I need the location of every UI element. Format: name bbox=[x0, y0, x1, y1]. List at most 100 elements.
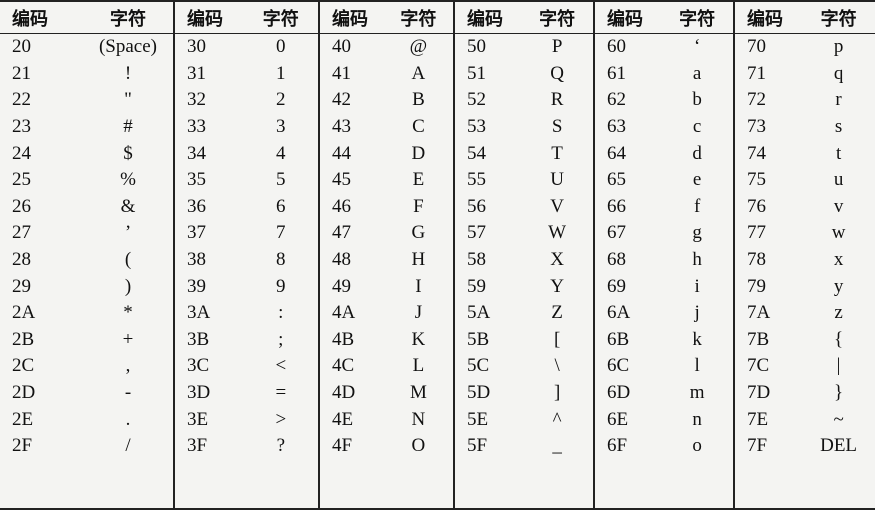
table-row: 5C \ bbox=[455, 353, 593, 380]
table-row: 50 P bbox=[455, 34, 593, 61]
code-cell: 45 bbox=[332, 169, 351, 191]
code-cell: 77 bbox=[747, 222, 766, 244]
code-cell: 2A bbox=[12, 302, 36, 324]
code-cell: 5C bbox=[467, 355, 490, 377]
char-cell: e bbox=[692, 169, 702, 191]
char-cell: T bbox=[551, 142, 563, 164]
code-cell: 7D bbox=[747, 382, 771, 404]
char-cell: K bbox=[411, 328, 426, 350]
code-cell: 42 bbox=[332, 89, 351, 111]
table-row: 72 r bbox=[735, 87, 875, 114]
code-cell: 36 bbox=[187, 195, 206, 217]
table-row: 44 D bbox=[320, 140, 453, 167]
header-row: 编码 字符 bbox=[320, 2, 453, 34]
char-cell: g bbox=[692, 222, 702, 244]
header-row: 编码 字符 bbox=[735, 2, 875, 34]
code-cell: 71 bbox=[747, 62, 766, 84]
table-row: 2A * bbox=[0, 300, 173, 327]
char-cell: - bbox=[124, 382, 132, 404]
code-cell: 27 bbox=[12, 222, 31, 244]
char-cell: 0 bbox=[276, 36, 286, 58]
code-cell: 57 bbox=[467, 222, 486, 244]
code-cell: 73 bbox=[747, 116, 766, 138]
table-row: 4A J bbox=[320, 300, 453, 327]
table-row: 57 W bbox=[455, 220, 593, 247]
code-cell: 76 bbox=[747, 195, 766, 217]
code-cell: 4D bbox=[332, 382, 356, 404]
char-cell: ? bbox=[276, 435, 286, 457]
char-cell: ] bbox=[553, 382, 561, 404]
table-row: 5A Z bbox=[455, 300, 593, 327]
header-code: 编码 bbox=[747, 8, 783, 30]
code-cell: 5F bbox=[467, 435, 488, 457]
code-cell: 2E bbox=[12, 408, 34, 430]
char-cell: q bbox=[833, 62, 844, 84]
code-cell: 3A bbox=[187, 302, 211, 324]
table-row: 27 ’ bbox=[0, 220, 173, 247]
code-cell: 2C bbox=[12, 355, 35, 377]
char-cell: D bbox=[411, 142, 426, 164]
code-cell: 48 bbox=[332, 249, 351, 271]
table-row: 5F _ bbox=[455, 433, 593, 460]
char-cell: 2 bbox=[276, 89, 286, 111]
table-row: 7B { bbox=[735, 327, 875, 354]
column-group: 编码 字符 20 (Space) 21! 22 " 23 #24 $25% 26 & 27’ 28(29)… bbox=[0, 2, 175, 508]
header-char: 字符 bbox=[400, 8, 437, 30]
table-row: 4C L bbox=[320, 353, 453, 380]
table-row: 67 g bbox=[595, 220, 733, 247]
table-row: 43 C bbox=[320, 114, 453, 141]
table-row: 68 h bbox=[595, 247, 733, 274]
code-cell: 65 bbox=[607, 169, 626, 191]
table-row: 7C | bbox=[735, 353, 875, 380]
code-cell: 7F bbox=[747, 435, 768, 457]
table-row: 28 ( bbox=[0, 247, 173, 274]
code-cell: 44 bbox=[332, 142, 351, 164]
header-row: 编码 字符 bbox=[455, 2, 593, 34]
code-cell: 38 bbox=[187, 249, 206, 271]
code-cell: 64 bbox=[607, 142, 626, 164]
code-cell: 72 bbox=[747, 89, 766, 111]
table-row: 7E ~ bbox=[735, 406, 875, 433]
char-cell: B bbox=[412, 89, 425, 111]
code-cell: 52 bbox=[467, 89, 486, 111]
char-cell: \ bbox=[554, 355, 560, 377]
table-row: 24 $ bbox=[0, 140, 173, 167]
table-row: 6F o bbox=[595, 433, 733, 460]
table-row: 5B [ bbox=[455, 327, 593, 354]
table-row: 2C, bbox=[0, 353, 173, 380]
char-cell: & bbox=[120, 195, 136, 217]
table-row: 2F / bbox=[0, 433, 173, 460]
char-cell: { bbox=[834, 328, 844, 350]
code-cell: 31 bbox=[187, 62, 206, 84]
table-row: 6C l bbox=[595, 353, 733, 380]
char-cell: b bbox=[692, 89, 702, 111]
char-cell: Y bbox=[550, 275, 564, 297]
char-cell: s bbox=[834, 116, 843, 138]
table-row: 49 I bbox=[320, 273, 453, 300]
table-row: 58 X bbox=[455, 247, 593, 274]
code-cell: 28 bbox=[12, 249, 31, 271]
table-row: 22 " bbox=[0, 87, 173, 114]
code-cell: 54 bbox=[467, 142, 486, 164]
char-cell: Q bbox=[550, 62, 564, 84]
char-cell: L bbox=[412, 355, 425, 377]
char-cell: " bbox=[124, 89, 132, 111]
table-row: 5D] bbox=[455, 380, 593, 407]
char-cell: J bbox=[414, 302, 423, 324]
table-row: 37 7 bbox=[175, 220, 318, 247]
table-row: 4F O bbox=[320, 433, 453, 460]
table-row: 64 d bbox=[595, 140, 733, 167]
table-row: 4D M bbox=[320, 380, 453, 407]
code-cell: 6C bbox=[607, 355, 630, 377]
code-cell: 5B bbox=[467, 328, 490, 350]
code-cell: 55 bbox=[467, 169, 486, 191]
table-row: 6B k bbox=[595, 327, 733, 354]
code-cell: 62 bbox=[607, 89, 626, 111]
char-cell: # bbox=[123, 116, 133, 138]
table-row: 52 R bbox=[455, 87, 593, 114]
char-cell: ) bbox=[124, 275, 132, 297]
char-cell: 9 bbox=[276, 275, 286, 297]
code-cell: 78 bbox=[747, 249, 766, 271]
table-row: 3C < bbox=[175, 353, 318, 380]
code-cell: 6F bbox=[607, 435, 628, 457]
